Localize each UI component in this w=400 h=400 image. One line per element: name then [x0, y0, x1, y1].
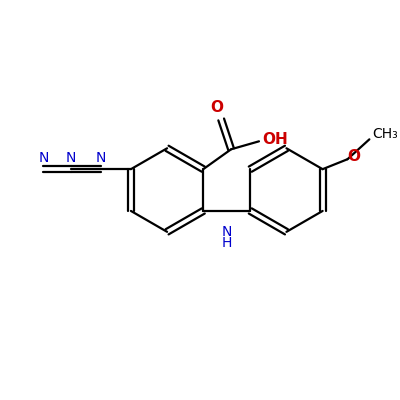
Text: CH₃: CH₃	[372, 127, 398, 141]
Text: O: O	[211, 100, 224, 115]
Text: H: H	[222, 236, 232, 250]
Text: N: N	[38, 151, 48, 165]
Text: N: N	[66, 151, 76, 165]
Text: N: N	[222, 225, 232, 239]
Text: N: N	[96, 151, 106, 165]
Text: OH: OH	[262, 132, 288, 147]
Text: O: O	[347, 149, 360, 164]
